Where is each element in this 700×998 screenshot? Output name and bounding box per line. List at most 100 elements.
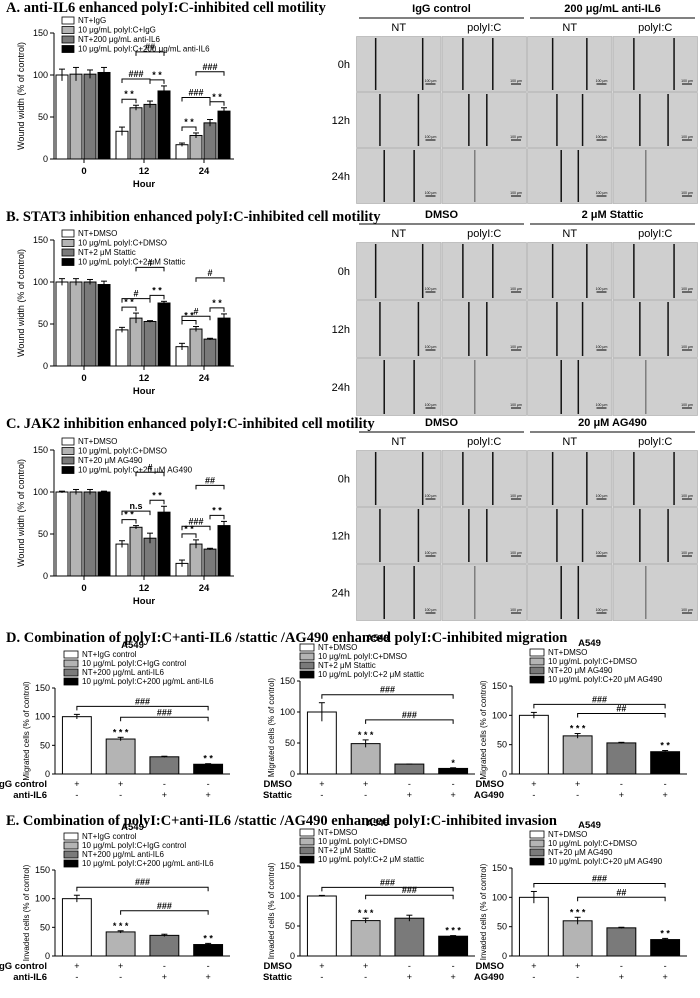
x-tick-label: 12 xyxy=(139,583,150,594)
bar xyxy=(157,90,171,160)
bar xyxy=(149,934,180,957)
bar xyxy=(97,71,111,160)
sig-label: # xyxy=(193,306,198,316)
sig-bracket xyxy=(321,886,454,892)
y-tick-label: 0 xyxy=(45,769,50,779)
legend-label: NT+DMSO xyxy=(548,648,587,657)
sig-bracket xyxy=(321,694,454,699)
scale-bar-label: 100 μm xyxy=(681,494,693,498)
scale-bar-label: 100 μm xyxy=(596,494,608,498)
sig-bracket xyxy=(121,298,151,303)
scale-bar-label: 100 μm xyxy=(425,345,437,349)
chart-title: A549 xyxy=(121,640,144,651)
bar xyxy=(157,302,171,367)
sig-bracket xyxy=(533,882,666,888)
sig-label: * * xyxy=(152,490,162,500)
bar xyxy=(394,917,425,957)
treatment-sign: + xyxy=(531,961,536,971)
sig-label: ### xyxy=(157,901,172,911)
microscopy-grid-a: IgG control 200 μg/mL anti-IL6 NT polyI:C NT… xyxy=(332,3,698,204)
legend-label: 10 μg/mL polyI:C+DMSO xyxy=(78,447,167,456)
x-axis-label: Hour xyxy=(133,386,155,397)
bar xyxy=(97,491,111,577)
legend-label: 10 μg/mL polyI:C+DMSO xyxy=(318,837,407,846)
scale-bar-label: 100 μm xyxy=(681,135,693,139)
microscopy-image xyxy=(612,300,698,358)
condition-header: 200 μg/mL anti-IL6 xyxy=(564,3,660,15)
sig-bracket xyxy=(76,886,209,892)
y-axis-label: Migrated cells (% of control) xyxy=(479,680,488,779)
microscopy-image xyxy=(612,242,698,300)
bar xyxy=(129,107,143,160)
y-tick-label: 100 xyxy=(33,277,48,287)
legend-label: 10 μg/mL polyI:C+2 μM Stattic xyxy=(78,258,185,267)
treatment-label: IgG control xyxy=(0,961,47,972)
sig-label: * * xyxy=(124,510,134,520)
y-axis-label: Invaded cells (% of control) xyxy=(267,862,276,959)
column-label: polyI:C xyxy=(467,228,501,240)
x-tick-label: 24 xyxy=(199,166,210,177)
treatment-sign: - xyxy=(576,972,579,982)
treatment-sign: - xyxy=(452,961,455,971)
sig-bracket xyxy=(149,79,165,84)
y-axis-label: Migrated cells (% of control) xyxy=(22,681,31,780)
treatment-sign: + xyxy=(162,972,167,982)
microscopy-image xyxy=(441,450,527,507)
legend-label: NT+20 μM AG490 xyxy=(548,666,613,675)
y-tick-label: 100 xyxy=(280,707,295,717)
condition-header: DMSO xyxy=(425,209,458,221)
chart-title: A549 xyxy=(121,822,144,833)
microscopy-image xyxy=(527,564,613,621)
y-axis-label: Migrated cells (% of control) xyxy=(267,678,276,777)
panel-b-title: B. STAT3 inhibition enhanced polyI:C-inh… xyxy=(6,209,381,225)
sig-label: ### xyxy=(592,694,607,704)
treatment-label: AG490 xyxy=(474,790,504,801)
y-tick-label: 0 xyxy=(502,769,507,779)
bar xyxy=(203,338,217,367)
sig-bracket xyxy=(149,294,165,300)
condition-header: DMSO xyxy=(425,417,458,429)
y-axis-label: Invaded cells (% of control) xyxy=(479,863,488,960)
microscopy-image xyxy=(356,564,442,621)
bar xyxy=(61,716,92,775)
sig-label: ### xyxy=(402,710,417,720)
y-axis-label: Invaded cells (% of control) xyxy=(22,864,31,961)
column-label: NT xyxy=(562,22,577,34)
sig-bracket xyxy=(181,315,211,321)
treatment-sign: + xyxy=(407,972,412,982)
bar xyxy=(97,284,111,367)
y-tick-label: 0 xyxy=(43,154,48,164)
column-label: NT xyxy=(562,436,577,448)
treatment-label: anti-IL6 xyxy=(13,790,47,801)
bar-significance: * * * xyxy=(358,908,374,918)
treatment-sign: + xyxy=(619,790,624,800)
bar xyxy=(203,122,217,160)
legend-label: 10 μg/mL polyI:C+200 μg/mL anti-IL6 xyxy=(82,859,214,868)
column-label: polyI:C xyxy=(638,436,672,448)
sig-label: ### xyxy=(402,885,417,895)
sig-bracket xyxy=(209,514,225,520)
legend-swatch xyxy=(529,848,545,857)
scale-bar-label: 100 μm xyxy=(425,135,437,139)
y-tick-label: 100 xyxy=(492,892,507,902)
treatment-sign: + xyxy=(450,790,455,800)
bar xyxy=(562,735,593,775)
sig-label: ### xyxy=(157,707,172,717)
treatment-sign: - xyxy=(532,972,535,982)
treatment-sign: + xyxy=(662,972,667,982)
y-tick-label: 0 xyxy=(290,769,295,779)
bar xyxy=(149,756,180,775)
scale-bar-label: 100 μm xyxy=(510,345,522,349)
treatment-sign: + xyxy=(205,790,210,800)
treatment-sign: + xyxy=(319,961,324,971)
sig-bracket xyxy=(533,703,666,709)
sig-label: ### xyxy=(380,685,395,695)
sig-bracket xyxy=(365,894,454,900)
microscopy-image xyxy=(612,507,698,564)
chart-c: 0 50 100 150 Wound width (% of control) 0 12 24… xyxy=(16,437,234,607)
y-tick-label: 0 xyxy=(43,361,48,371)
treatment-sign: + xyxy=(407,790,412,800)
treatment-sign: + xyxy=(450,972,455,982)
bar xyxy=(69,73,83,160)
legend-label: 10 μg/mL polyI:C+IgG xyxy=(78,26,156,35)
